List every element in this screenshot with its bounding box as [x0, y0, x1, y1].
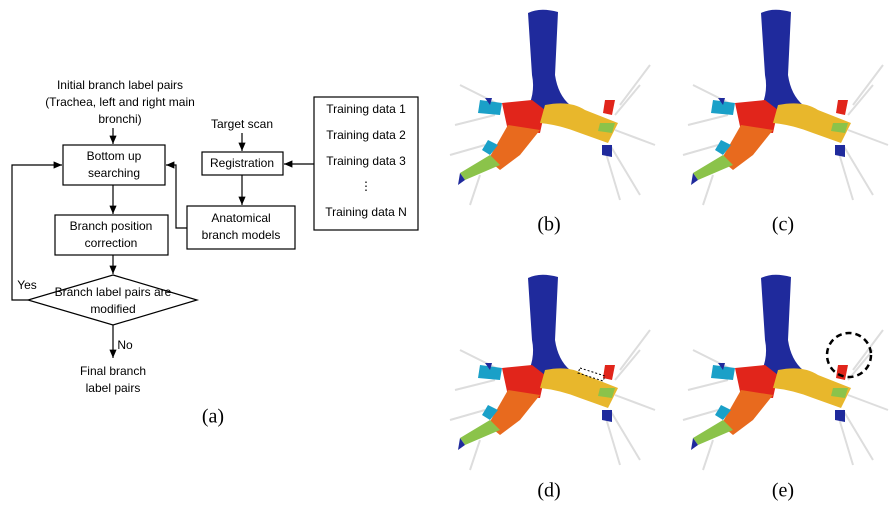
node-text: Registration [210, 156, 274, 170]
caption: (b) [537, 214, 560, 236]
airway-image [450, 10, 655, 205]
node-text: bronchi) [98, 112, 141, 126]
airway-image [683, 10, 888, 205]
caption: (e) [772, 480, 794, 502]
node-text: Branch position [70, 219, 153, 233]
node-text: Training data N [325, 205, 407, 219]
diamond [28, 275, 197, 325]
label: Yes [17, 278, 37, 292]
figure: Initial branch label pairs (Trachea, lef… [0, 0, 889, 510]
arrow [166, 165, 187, 228]
airway-image [450, 275, 655, 470]
caption: (d) [537, 480, 560, 502]
label: No [117, 338, 133, 352]
node-text: Training data 3 [326, 154, 406, 168]
node-text: Final branch [80, 364, 146, 378]
airway-image [683, 275, 888, 470]
flowchart: Initial branch label pairs (Trachea, lef… [12, 78, 418, 395]
node-text: Initial branch label pairs [57, 78, 183, 92]
node-text: correction [85, 236, 138, 250]
node-text: searching [88, 166, 140, 180]
node-text: branch models [202, 228, 281, 242]
node-text: modified [90, 302, 135, 316]
node-text: ⋮ [360, 179, 372, 193]
caption: (c) [772, 214, 794, 236]
node-text: Bottom up [87, 149, 142, 163]
node-text: label pairs [86, 381, 141, 395]
node-text: Target scan [211, 117, 273, 131]
caption: (a) [202, 406, 224, 428]
node-text: Training data 1 [326, 102, 406, 116]
node-text: (Trachea, left and right main [45, 95, 195, 109]
node-text: Training data 2 [326, 128, 406, 142]
node-text: Anatomical [211, 211, 270, 225]
node-text: Branch label pairs are [55, 285, 172, 299]
